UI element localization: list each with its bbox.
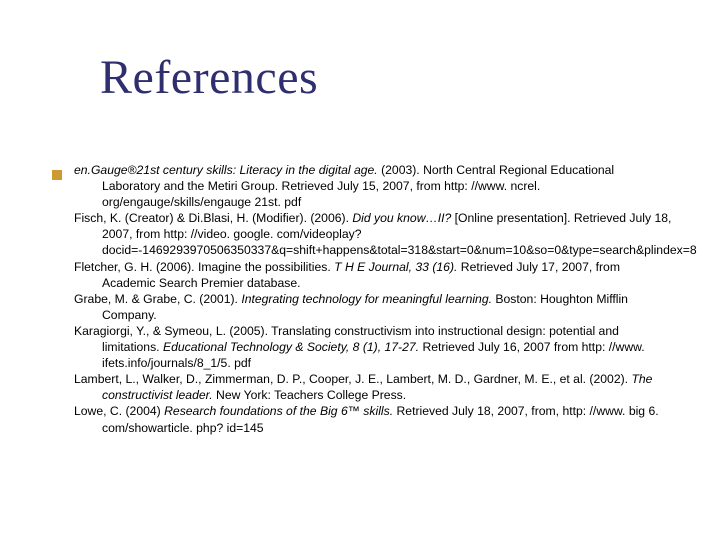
reference-item: Fisch, K. (Creator) & Di.Blasi, H. (Modi…	[74, 210, 674, 258]
reference-item: Lambert, L., Walker, D., Zimmerman, D. P…	[74, 371, 674, 403]
reference-item: Grabe, M. & Grabe, C. (2001). Integratin…	[74, 291, 674, 323]
bullet-icon	[52, 170, 62, 180]
reference-item: Lowe, C. (2004) Research foundations of …	[74, 403, 674, 435]
ref-text: Lambert, L., Walker, D., Zimmerman, D. P…	[74, 372, 631, 386]
reference-item: en.Gauge®21st century skills: Literacy i…	[74, 162, 674, 210]
slide: References en.Gauge®21st century skills:…	[0, 0, 720, 540]
ref-text: Fisch, K. (Creator) & Di.Blasi, H. (Modi…	[74, 211, 352, 225]
ref-italic: Integrating technology for meaningful le…	[241, 292, 495, 306]
ref-italic: en.Gauge®21st century skills: Literacy i…	[74, 163, 378, 177]
ref-italic: Research foundations of the Big 6™ skill…	[164, 404, 396, 418]
reference-item: Fletcher, G. H. (2006). Imagine the poss…	[74, 259, 674, 291]
reference-item: Karagiorgi, Y., & Symeou, L. (2005). Tra…	[74, 323, 674, 371]
ref-italic: Did you know…II?	[352, 211, 454, 225]
references-block: en.Gauge®21st century skills: Literacy i…	[74, 162, 674, 436]
ref-italic: T H E Journal, 33 (16).	[334, 260, 461, 274]
ref-text: Grabe, M. & Grabe, C. (2001).	[74, 292, 241, 306]
ref-text: Fletcher, G. H. (2006). Imagine the poss…	[74, 260, 334, 274]
ref-text: Lowe, C. (2004)	[74, 404, 164, 418]
ref-italic: Educational Technology & Society, 8 (1),…	[163, 340, 422, 354]
ref-text: New York: Teachers College Press.	[216, 388, 406, 402]
page-title: References	[100, 50, 318, 105]
